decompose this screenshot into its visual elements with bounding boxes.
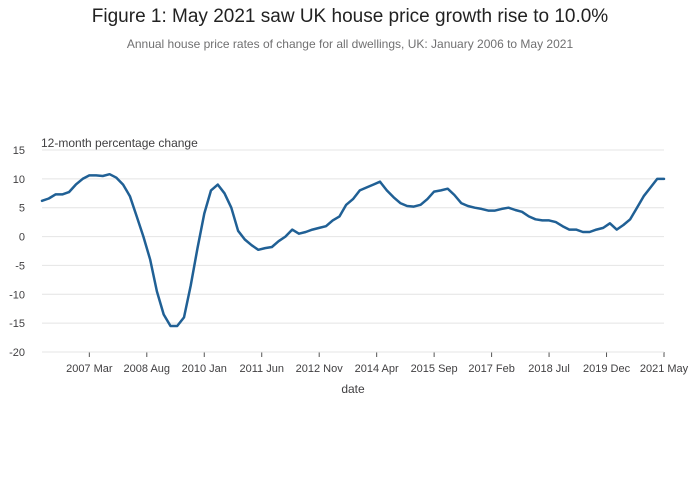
y-tick-label: 5 [19, 203, 25, 215]
y-tick-label: 15 [13, 145, 25, 157]
x-tick-label: 2007 Mar [66, 363, 113, 375]
y-axis-label: 12-month percentage change [41, 136, 198, 150]
chart-title: Figure 1: May 2021 saw UK house price gr… [91, 6, 609, 27]
y-axis-ticks: 15 10 5 0 -5 -10 -15 -20 [9, 145, 25, 359]
chart-subtitle: Annual house price rates of change for a… [126, 37, 574, 51]
y-tick-label: -5 [15, 260, 25, 272]
y-tick-label: -15 [9, 318, 25, 330]
gridlines [42, 149, 665, 357]
x-axis-label: date [341, 382, 365, 396]
x-tick-label: 2018 Jul [528, 363, 570, 375]
y-tick-label: -20 [9, 347, 25, 359]
x-tick-label: 2008 Aug [124, 363, 171, 375]
x-tick-label: 2014 Apr [355, 363, 399, 375]
series-group [40, 172, 666, 328]
x-tick-label: 2021 May [640, 363, 689, 375]
series-line [40, 172, 666, 328]
x-axis-ticks: 2007 Mar 2008 Aug 2010 Jan 2011 Jun 2012 Nov… [42, 351, 689, 375]
x-tick-label: 2012 Nov [296, 363, 344, 375]
y-tick-label: 0 [19, 232, 25, 244]
y-tick-label: -10 [9, 289, 25, 301]
x-tick-label: 2017 Feb [468, 363, 514, 375]
x-tick-label: 2019 Dec [583, 363, 631, 375]
x-tick-label: 2010 Jan [182, 363, 227, 375]
x-tick-label: 2015 Sep [411, 363, 458, 375]
x-tick-label: 2011 Jun [240, 363, 284, 375]
y-tick-label: 10 [13, 174, 25, 186]
